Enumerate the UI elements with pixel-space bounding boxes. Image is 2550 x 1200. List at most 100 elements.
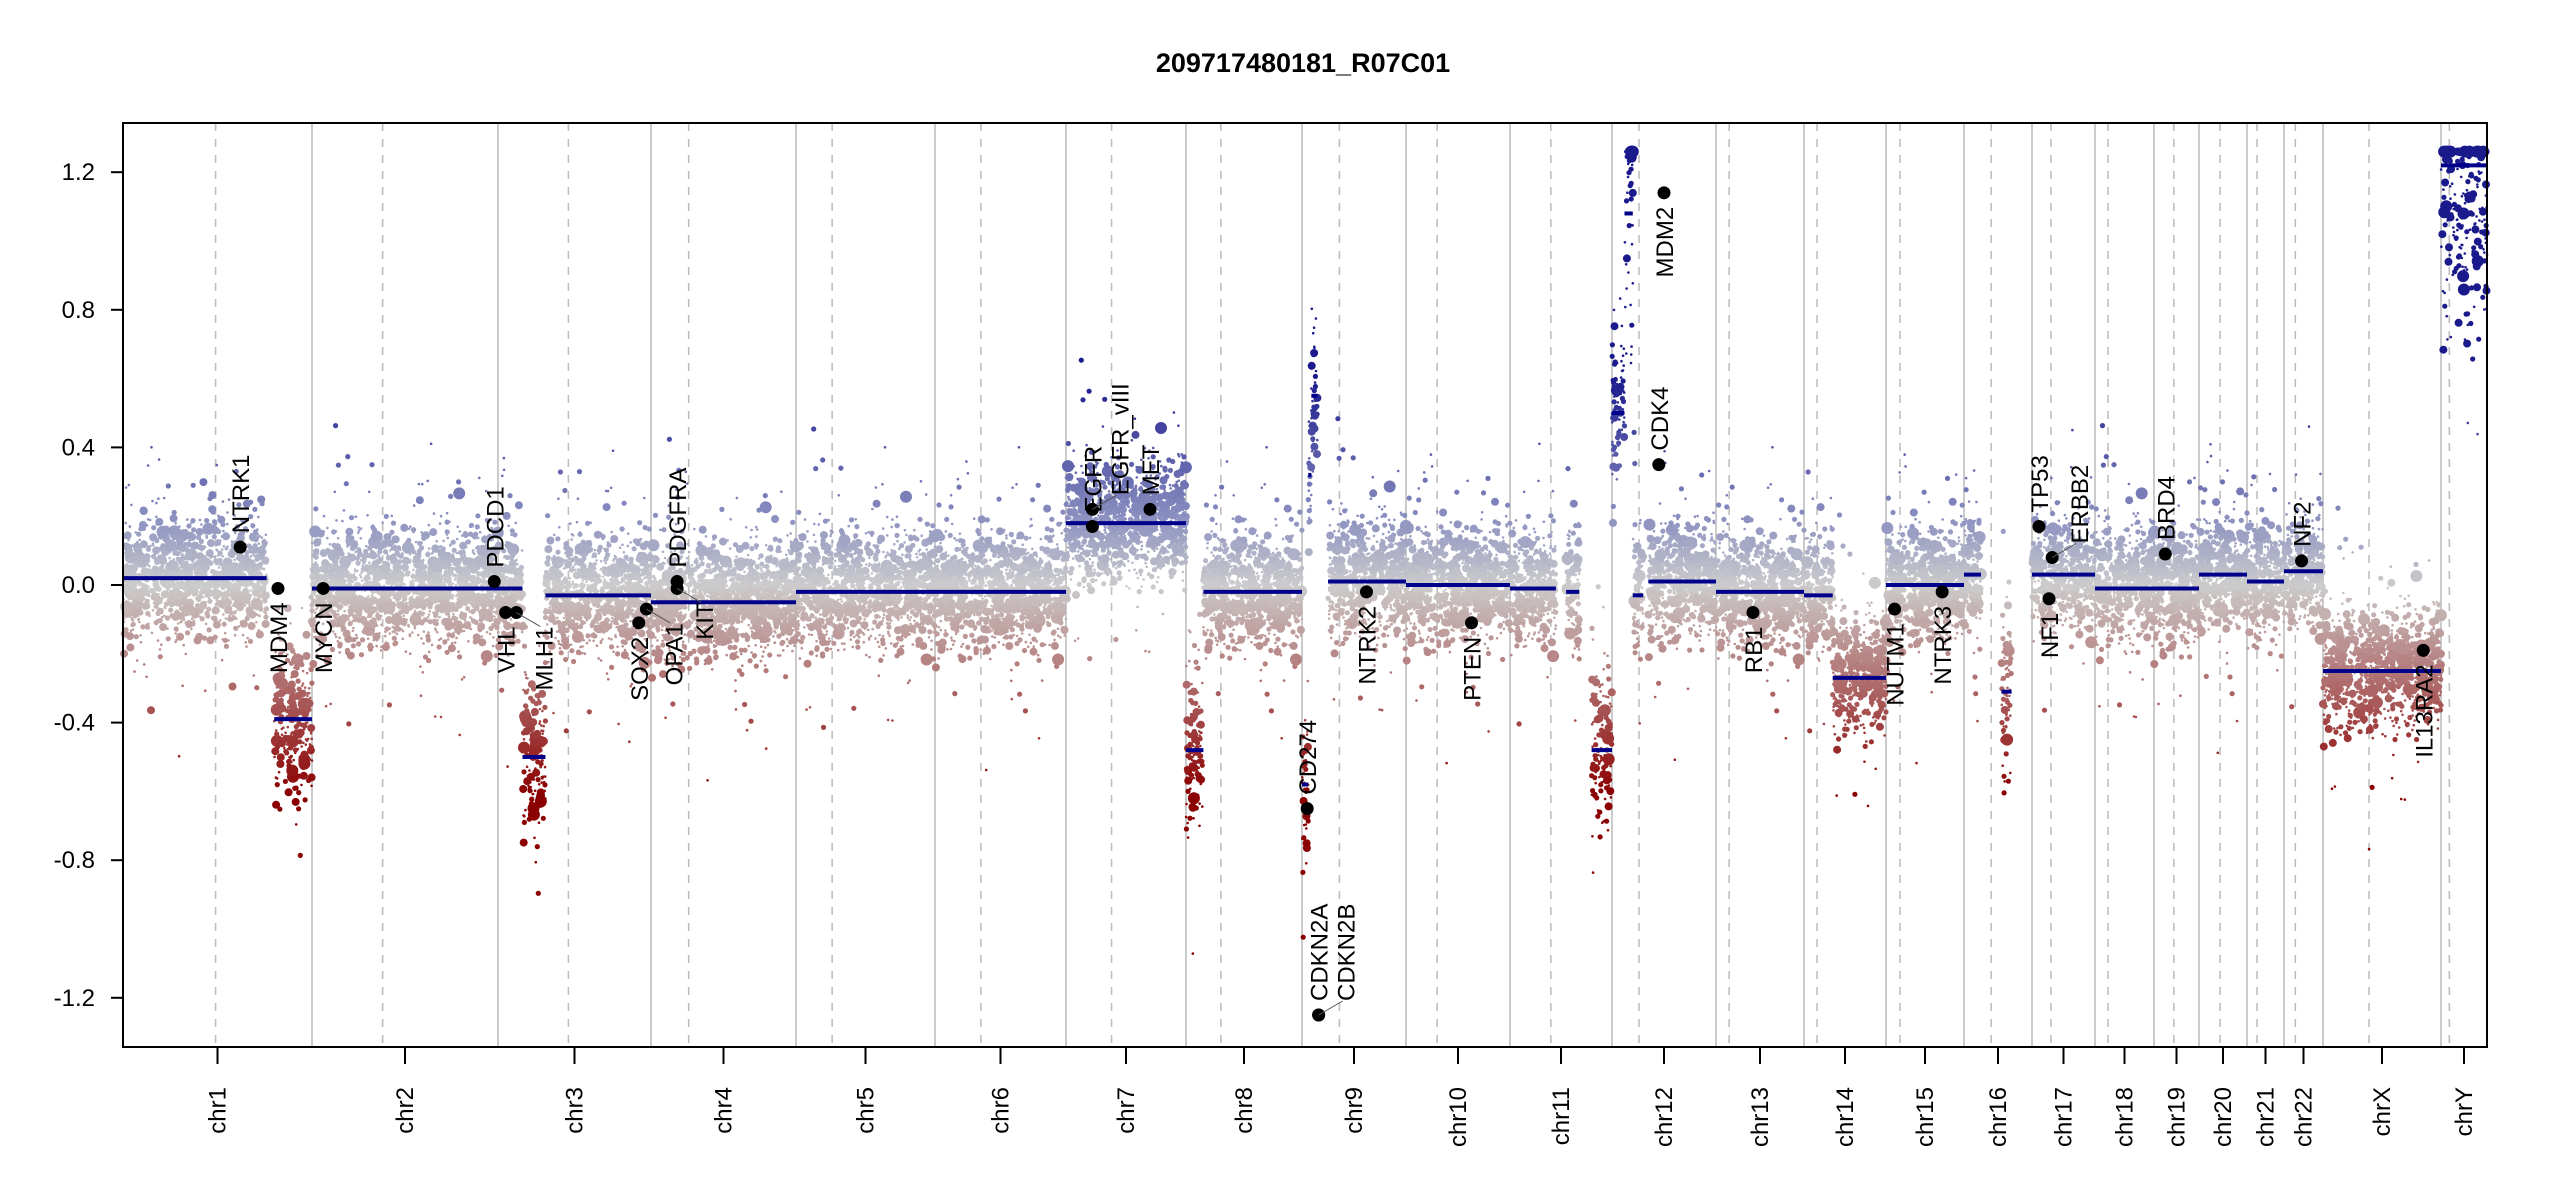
probe-point [576, 497, 580, 501]
probe-point [581, 579, 585, 582]
probe-point [551, 581, 557, 587]
probe-point [575, 520, 579, 524]
probe-point [401, 637, 405, 641]
probe-point [169, 514, 178, 523]
probe-point [183, 541, 187, 545]
probe-point [619, 617, 625, 623]
probe-point [516, 562, 519, 566]
probe-point [246, 636, 249, 640]
probe-point [512, 567, 521, 576]
probe-point [286, 748, 290, 751]
probe-point [477, 572, 480, 576]
probe-point [362, 598, 371, 607]
probe-point [602, 631, 605, 634]
probe-point [604, 489, 608, 493]
probe-point [136, 531, 142, 537]
probe-point [557, 561, 563, 567]
probe-point [276, 760, 285, 768]
probe-point [166, 533, 170, 537]
probe-point [465, 540, 468, 544]
probe-point [282, 778, 288, 785]
probe-point [130, 604, 136, 611]
probe-point [543, 580, 549, 587]
probe-point [451, 646, 455, 649]
probe-point [531, 772, 534, 775]
probe-point [337, 641, 343, 647]
probe-point [333, 490, 337, 494]
probe-point [422, 630, 426, 633]
probe-point [409, 525, 412, 528]
probe-point [542, 614, 549, 621]
probe-point [289, 701, 297, 710]
probe-point [328, 564, 337, 572]
probe-point [529, 785, 532, 789]
probe-point [361, 558, 367, 564]
probe-point [479, 608, 492, 621]
probe-point [172, 536, 175, 540]
probe-point [347, 618, 350, 621]
probe-point [333, 558, 339, 565]
probe-point [366, 621, 372, 627]
probe-point [602, 612, 606, 615]
probe-point [573, 605, 577, 609]
probe-point [300, 783, 303, 787]
probe-point [434, 601, 437, 604]
probe-point [613, 554, 617, 558]
probe-point [458, 602, 461, 605]
probe-point [234, 583, 237, 587]
probe-point [290, 760, 293, 764]
probe-point [281, 690, 287, 696]
probe-point [538, 720, 542, 723]
probe-point [509, 618, 513, 621]
probe-point [343, 481, 349, 487]
probe-point [470, 609, 476, 615]
probe-point [359, 637, 366, 643]
probe-point [412, 568, 415, 572]
probe-point [294, 663, 300, 669]
probe-point [136, 602, 142, 608]
probe-point [216, 539, 220, 542]
probe-point [164, 615, 171, 621]
probe-point [365, 629, 371, 635]
probe-point [415, 496, 424, 505]
probe-point [142, 555, 146, 559]
probe-point [155, 515, 158, 519]
probe-point [195, 527, 204, 536]
probe-point [231, 564, 234, 568]
probe-point [394, 550, 400, 556]
probe-point [384, 575, 390, 581]
probe-point [237, 625, 241, 628]
probe-point [601, 575, 605, 579]
probe-point [348, 600, 351, 603]
probe-point [310, 784, 313, 788]
probe-point [128, 525, 132, 528]
probe-point [599, 588, 605, 595]
probe-point [182, 618, 186, 621]
probe-point [335, 569, 341, 575]
probe-point [450, 539, 456, 545]
probe-point [151, 525, 157, 531]
probe-point [582, 562, 585, 565]
probe-point [372, 569, 380, 578]
probe-point [130, 621, 136, 627]
probe-point [540, 815, 546, 821]
probe-point [275, 700, 279, 703]
probe-point [576, 568, 580, 571]
probe-point [644, 597, 648, 601]
probe-point [185, 564, 194, 573]
probe-point [228, 553, 231, 557]
probe-point [626, 532, 630, 535]
probe-point [599, 641, 603, 645]
probe-point [457, 650, 460, 653]
probe-point [608, 563, 621, 576]
probe-point [401, 609, 404, 613]
probe-point [124, 521, 128, 525]
probe-point [408, 604, 414, 610]
probe-point [563, 728, 569, 734]
probe-point [142, 663, 146, 666]
probe-point [353, 619, 357, 623]
probe-point [455, 616, 459, 620]
probe-point [399, 548, 402, 552]
probe-point [370, 594, 374, 597]
probe-point [204, 622, 208, 626]
